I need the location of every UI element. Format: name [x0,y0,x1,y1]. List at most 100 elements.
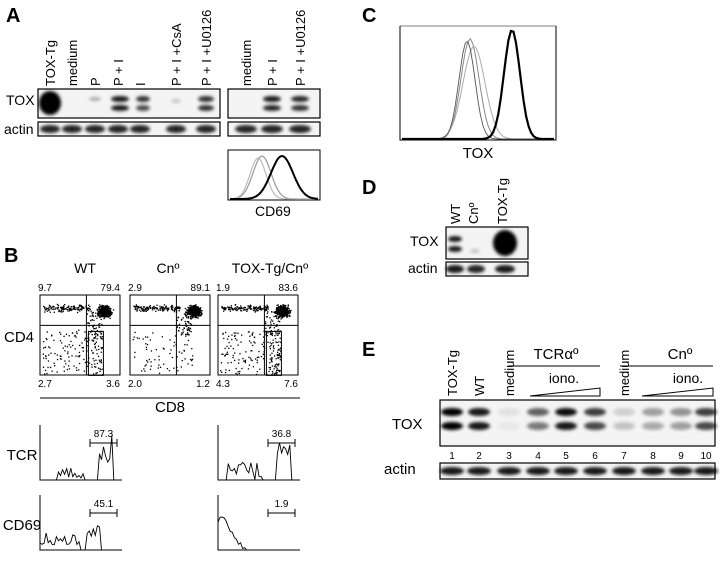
dot [73,305,75,307]
axis-label: CD8 [155,399,185,416]
dot [155,349,157,351]
dot [96,353,98,355]
dot [159,307,161,309]
dot [225,353,227,355]
dot [93,337,95,339]
dot [267,341,269,343]
dot [163,309,165,312]
dot [189,316,192,318]
dot [278,306,280,308]
dot [276,334,278,336]
bands [448,230,517,256]
dot [265,323,267,325]
dot [277,329,279,331]
dot [279,316,281,318]
dot [221,306,224,308]
dot [272,339,274,341]
dot [238,362,240,364]
dot [90,319,92,322]
dot [99,370,101,373]
dot [78,362,81,365]
dot [276,304,278,306]
dot [56,371,58,373]
dot [281,315,284,318]
dot [153,308,156,310]
dot [176,311,178,313]
dot [288,315,290,317]
dot [190,323,193,326]
dots [220,304,292,376]
dot [79,344,81,347]
dot [232,348,234,350]
dot [267,332,269,334]
gate-value: 45.1 [94,499,114,510]
dot [251,350,253,352]
dot [80,308,82,310]
dot [91,350,93,352]
dot [78,306,80,309]
dot [174,306,177,309]
dot [145,308,147,310]
dot [234,337,237,340]
dot [93,325,95,327]
dot [281,315,283,317]
histogram-curve [217,516,300,551]
dot [105,306,107,308]
dot [146,359,148,362]
dot [200,307,202,309]
dot [60,310,62,312]
dot [98,307,101,309]
dot [102,311,104,313]
dots [132,304,203,374]
dot [49,366,52,369]
panel-letter: D [362,177,376,199]
dot [77,308,79,310]
dot [66,346,69,348]
dot [59,355,61,357]
dot [262,358,265,360]
band [554,467,578,475]
dot [105,315,108,317]
dot [183,313,186,315]
band [467,265,485,273]
dot [94,333,96,336]
dot [226,351,228,353]
dot [232,354,234,357]
dot [265,316,268,318]
dot [100,360,102,362]
dot [189,323,191,325]
dot [63,370,65,372]
dot [278,353,280,355]
dot [68,360,70,362]
dot [197,317,199,319]
dot [254,311,256,313]
dot [162,347,164,349]
dot [101,311,103,313]
dot [276,317,278,319]
dot [275,358,277,360]
dot [190,311,192,313]
dot [231,307,234,310]
dot [194,312,196,315]
dot [260,355,263,358]
dot [273,348,275,350]
dot [159,366,162,368]
dot [195,316,197,319]
dot [236,373,238,375]
dot [97,345,100,347]
bands [441,408,717,430]
dot [184,358,186,360]
dot [270,360,272,362]
dot [89,308,91,311]
dot [150,365,152,367]
dot [100,347,102,349]
dot [91,366,93,368]
dot [65,333,68,335]
dot [200,314,203,316]
lane-label: TOX-Tg [445,350,460,396]
dot [99,323,101,325]
dot [60,306,62,309]
dot [166,308,168,310]
dot [62,310,65,312]
dot [255,373,258,376]
